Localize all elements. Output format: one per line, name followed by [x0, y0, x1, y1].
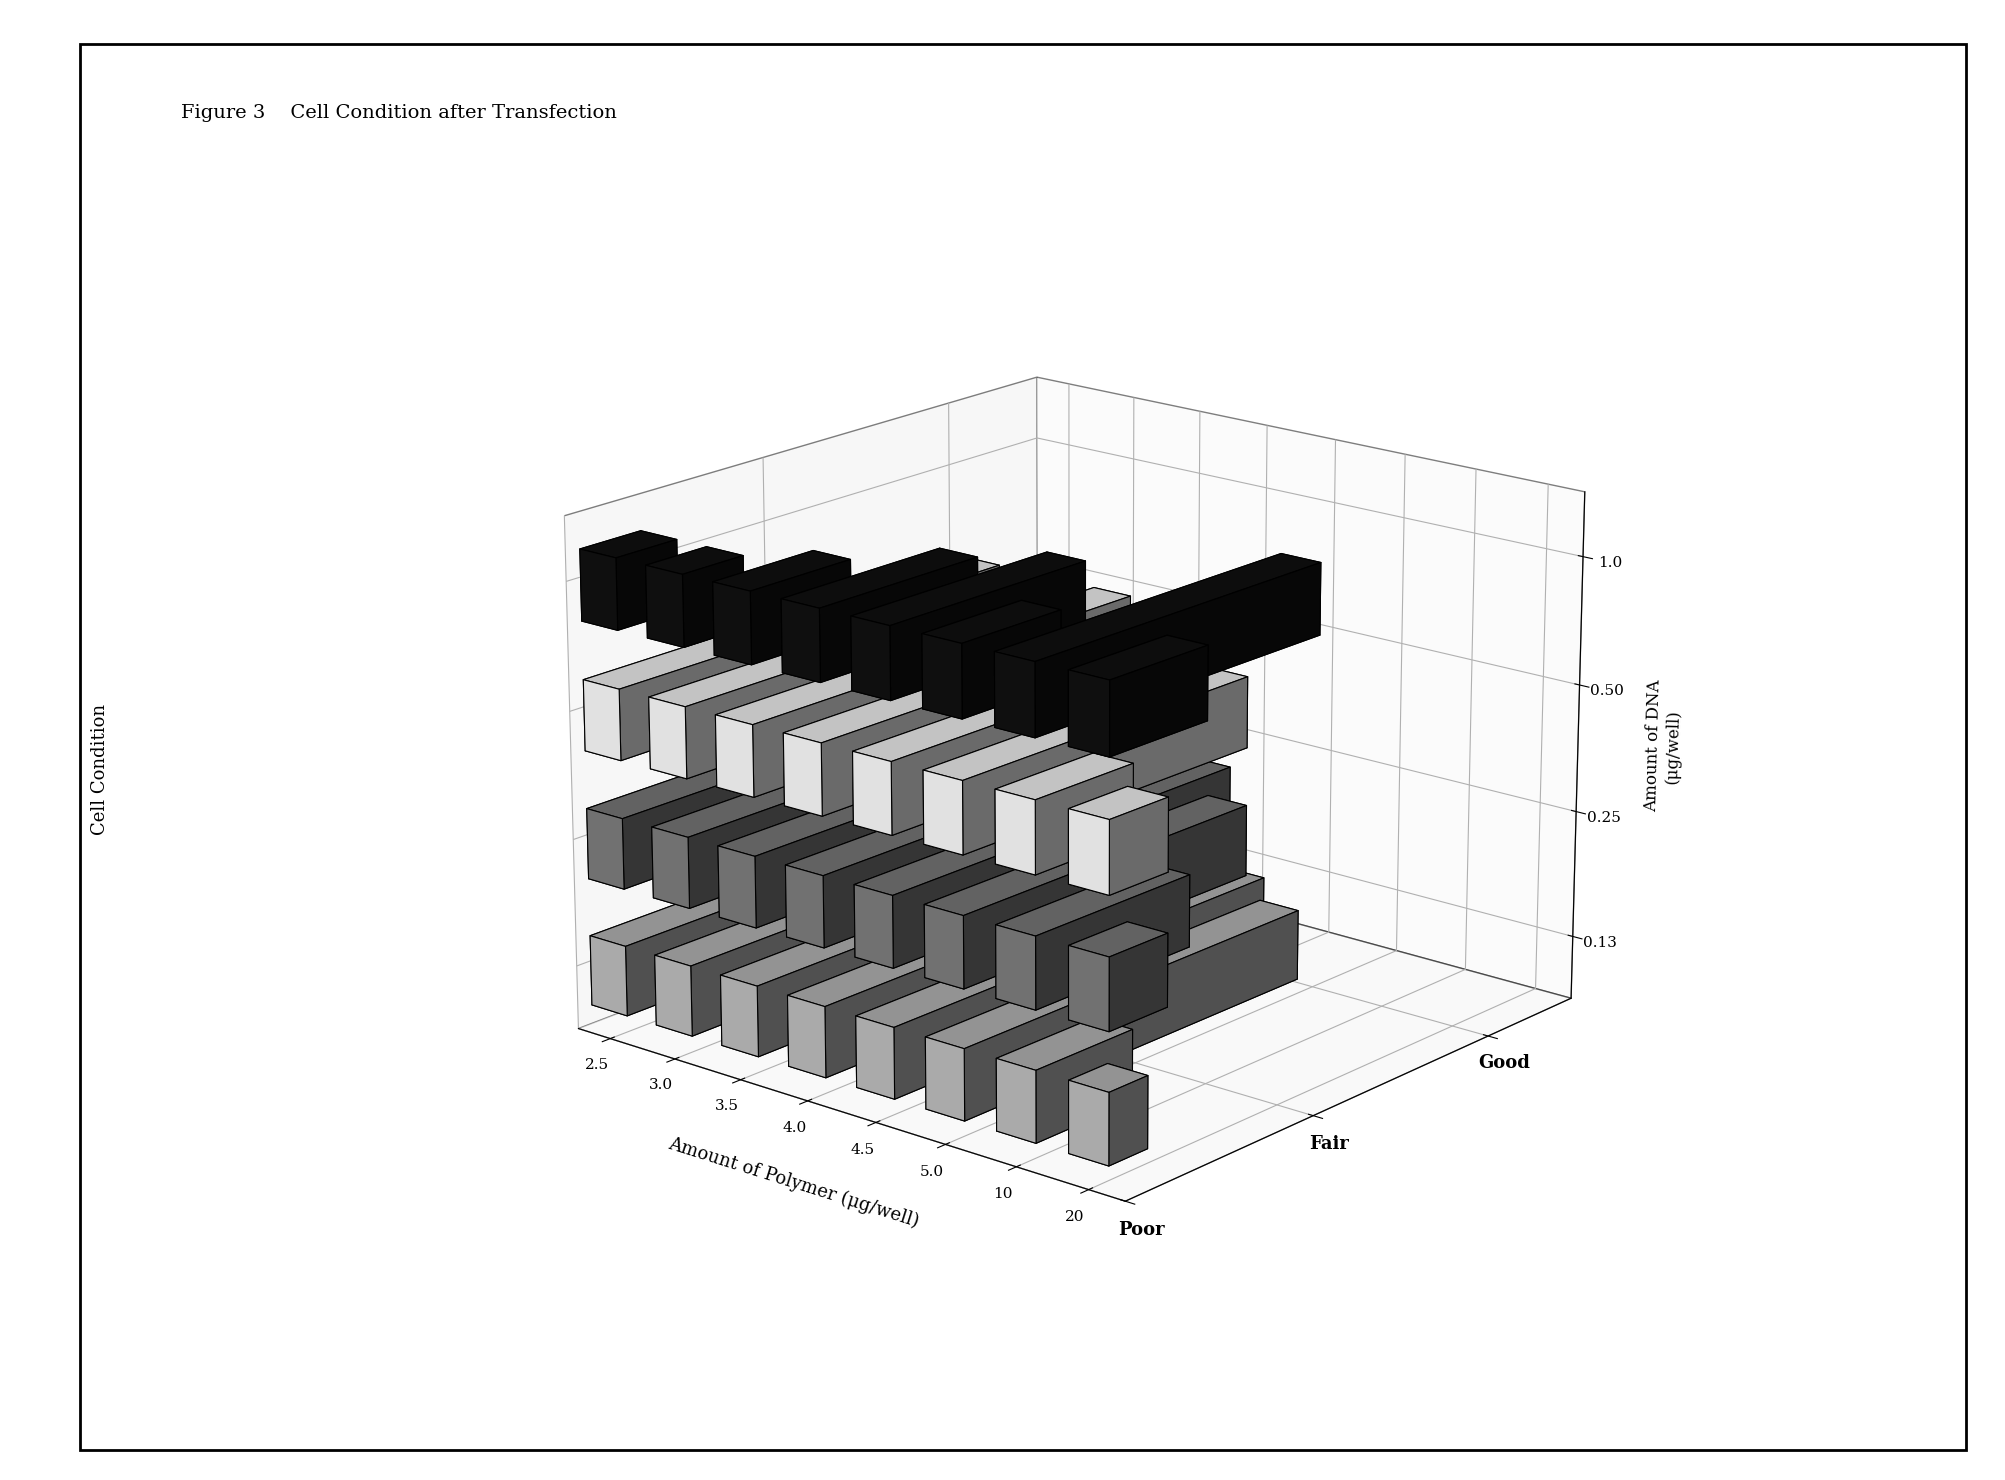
Text: Cell Condition: Cell Condition	[92, 704, 108, 835]
Text: Figure 3    Cell Condition after Transfection: Figure 3 Cell Condition after Transfecti…	[180, 104, 616, 121]
X-axis label: Amount of Polymer (μg/well): Amount of Polymer (μg/well)	[666, 1135, 920, 1231]
